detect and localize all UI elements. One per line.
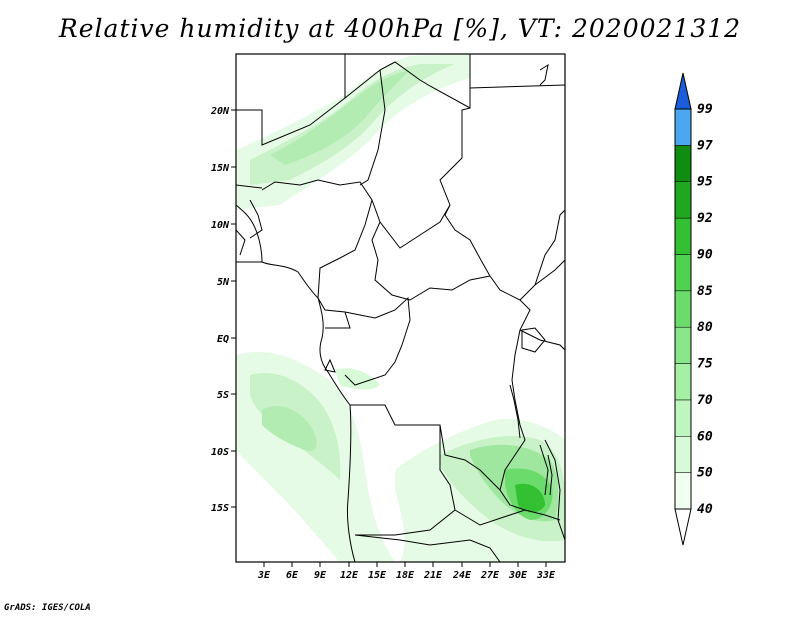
- border-drc-south: [350, 404, 501, 491]
- border-namibia: [354, 534, 501, 562]
- grads-credit: GrADS: IGES/COLA: [4, 603, 91, 613]
- colorbar-segment: [674, 363, 692, 401]
- border-car: [371, 199, 491, 301]
- border-lake-malawi: [547, 454, 553, 496]
- map-frame: [235, 53, 566, 563]
- border-libya-chad: [359, 69, 386, 186]
- humidity-area-central: [335, 368, 380, 390]
- colorbar-upper-extension: [674, 72, 692, 110]
- border-drc-east: [489, 275, 531, 511]
- border-egypt-sudan: [469, 84, 565, 89]
- colorbar-label: 92: [697, 211, 713, 226]
- colorbar-segment: [674, 326, 692, 364]
- colorbar-label: 40: [697, 502, 713, 517]
- colorbar: 40 50 60 70 75 80 85 90 92 95 97 99: [674, 72, 713, 546]
- lat-label: 5S: [217, 390, 229, 401]
- border-nigeria: [261, 179, 373, 299]
- lat-labels: 20N 15N 10N 5N EQ 5S 10S 15S: [210, 106, 230, 514]
- lat-label: EQ: [217, 334, 229, 345]
- lon-label: 27E: [480, 570, 500, 581]
- lon-label: 24E: [452, 570, 472, 581]
- colorbar-label: 60: [697, 429, 713, 444]
- colorbar-segment: [674, 399, 692, 437]
- border-zambia-zimbabwe: [454, 509, 561, 526]
- border-malawi: [539, 444, 549, 496]
- humidity-area-atlantic-inner: [262, 406, 317, 452]
- border-lake-tanganyika: [509, 384, 521, 439]
- humidity-area-sahara-inner: [270, 70, 410, 165]
- lat-label: 5N: [217, 277, 230, 288]
- lon-labels: 3E 6E 9E 12E 15E 18E 21E 24E 27E 30E 33E: [257, 570, 556, 581]
- humidity-shading: [236, 54, 565, 562]
- border-sudan-ethiopia: [519, 259, 565, 301]
- border-algeria-libya: [236, 54, 346, 146]
- colorbar-segment: [674, 181, 692, 219]
- colorbar-segment: [674, 108, 692, 146]
- lat-label: 10S: [211, 447, 229, 458]
- colorbar-label: 95: [697, 175, 713, 190]
- lon-ticks: [263, 562, 547, 567]
- lat-label: 15S: [211, 503, 229, 514]
- border-west-africa-2: [236, 229, 246, 256]
- colorbar-label: 80: [697, 320, 713, 335]
- colorbar-label: 75: [697, 357, 713, 372]
- lat-label: 10N: [211, 220, 230, 231]
- lon-label: 3E: [257, 570, 271, 581]
- colorbar-segment: [674, 290, 692, 328]
- coastline-lake-victoria: [521, 327, 546, 353]
- colorbar-label: 99: [697, 102, 713, 117]
- border-chad-sudan: [439, 107, 491, 277]
- lon-label: 33E: [536, 570, 556, 581]
- colorbar-label: 90: [697, 247, 713, 262]
- border-congo: [344, 296, 411, 386]
- lat-label: 15N: [211, 163, 230, 174]
- coastline-island: [324, 358, 336, 373]
- humidity-area-south-max: [515, 483, 545, 513]
- colorbar-label: 70: [697, 393, 713, 408]
- colorbar-label: 85: [697, 284, 713, 299]
- lat-label: 20N: [210, 106, 230, 117]
- coastline-red-sea: [539, 63, 549, 86]
- lon-label: 30E: [508, 570, 528, 581]
- colorbar-segment: [674, 217, 692, 255]
- lat-ticks: [231, 109, 236, 508]
- lon-label: 15E: [368, 570, 387, 581]
- lon-label: 12E: [340, 570, 359, 581]
- lon-label: 6E: [286, 570, 299, 581]
- border-mozambique: [544, 439, 565, 541]
- coastline-west: [236, 204, 356, 562]
- border-kenya-tanzania: [519, 329, 565, 351]
- border-west-africa: [249, 199, 263, 239]
- colorbar-segment: [674, 436, 692, 473]
- lon-label: 18E: [396, 570, 415, 581]
- country-borders: [236, 54, 565, 562]
- border-mali-niger: [236, 184, 263, 189]
- colorbar-lower-extension: [674, 508, 692, 546]
- colorbar-segment: [674, 472, 692, 510]
- colorbar-segment: [674, 254, 692, 292]
- lon-label: 21E: [423, 570, 443, 581]
- border-chad-car: [379, 204, 451, 249]
- colorbar-segment: [674, 145, 692, 182]
- colorbar-label: 50: [697, 466, 713, 481]
- lon-label: 9E: [314, 570, 327, 581]
- colorbar-outline: [674, 108, 692, 510]
- colorbar-label: 97: [697, 138, 713, 153]
- chart-title: Relative humidity at 400hPa [%], VT: 202…: [58, 14, 742, 43]
- border-ethiopia: [534, 209, 565, 286]
